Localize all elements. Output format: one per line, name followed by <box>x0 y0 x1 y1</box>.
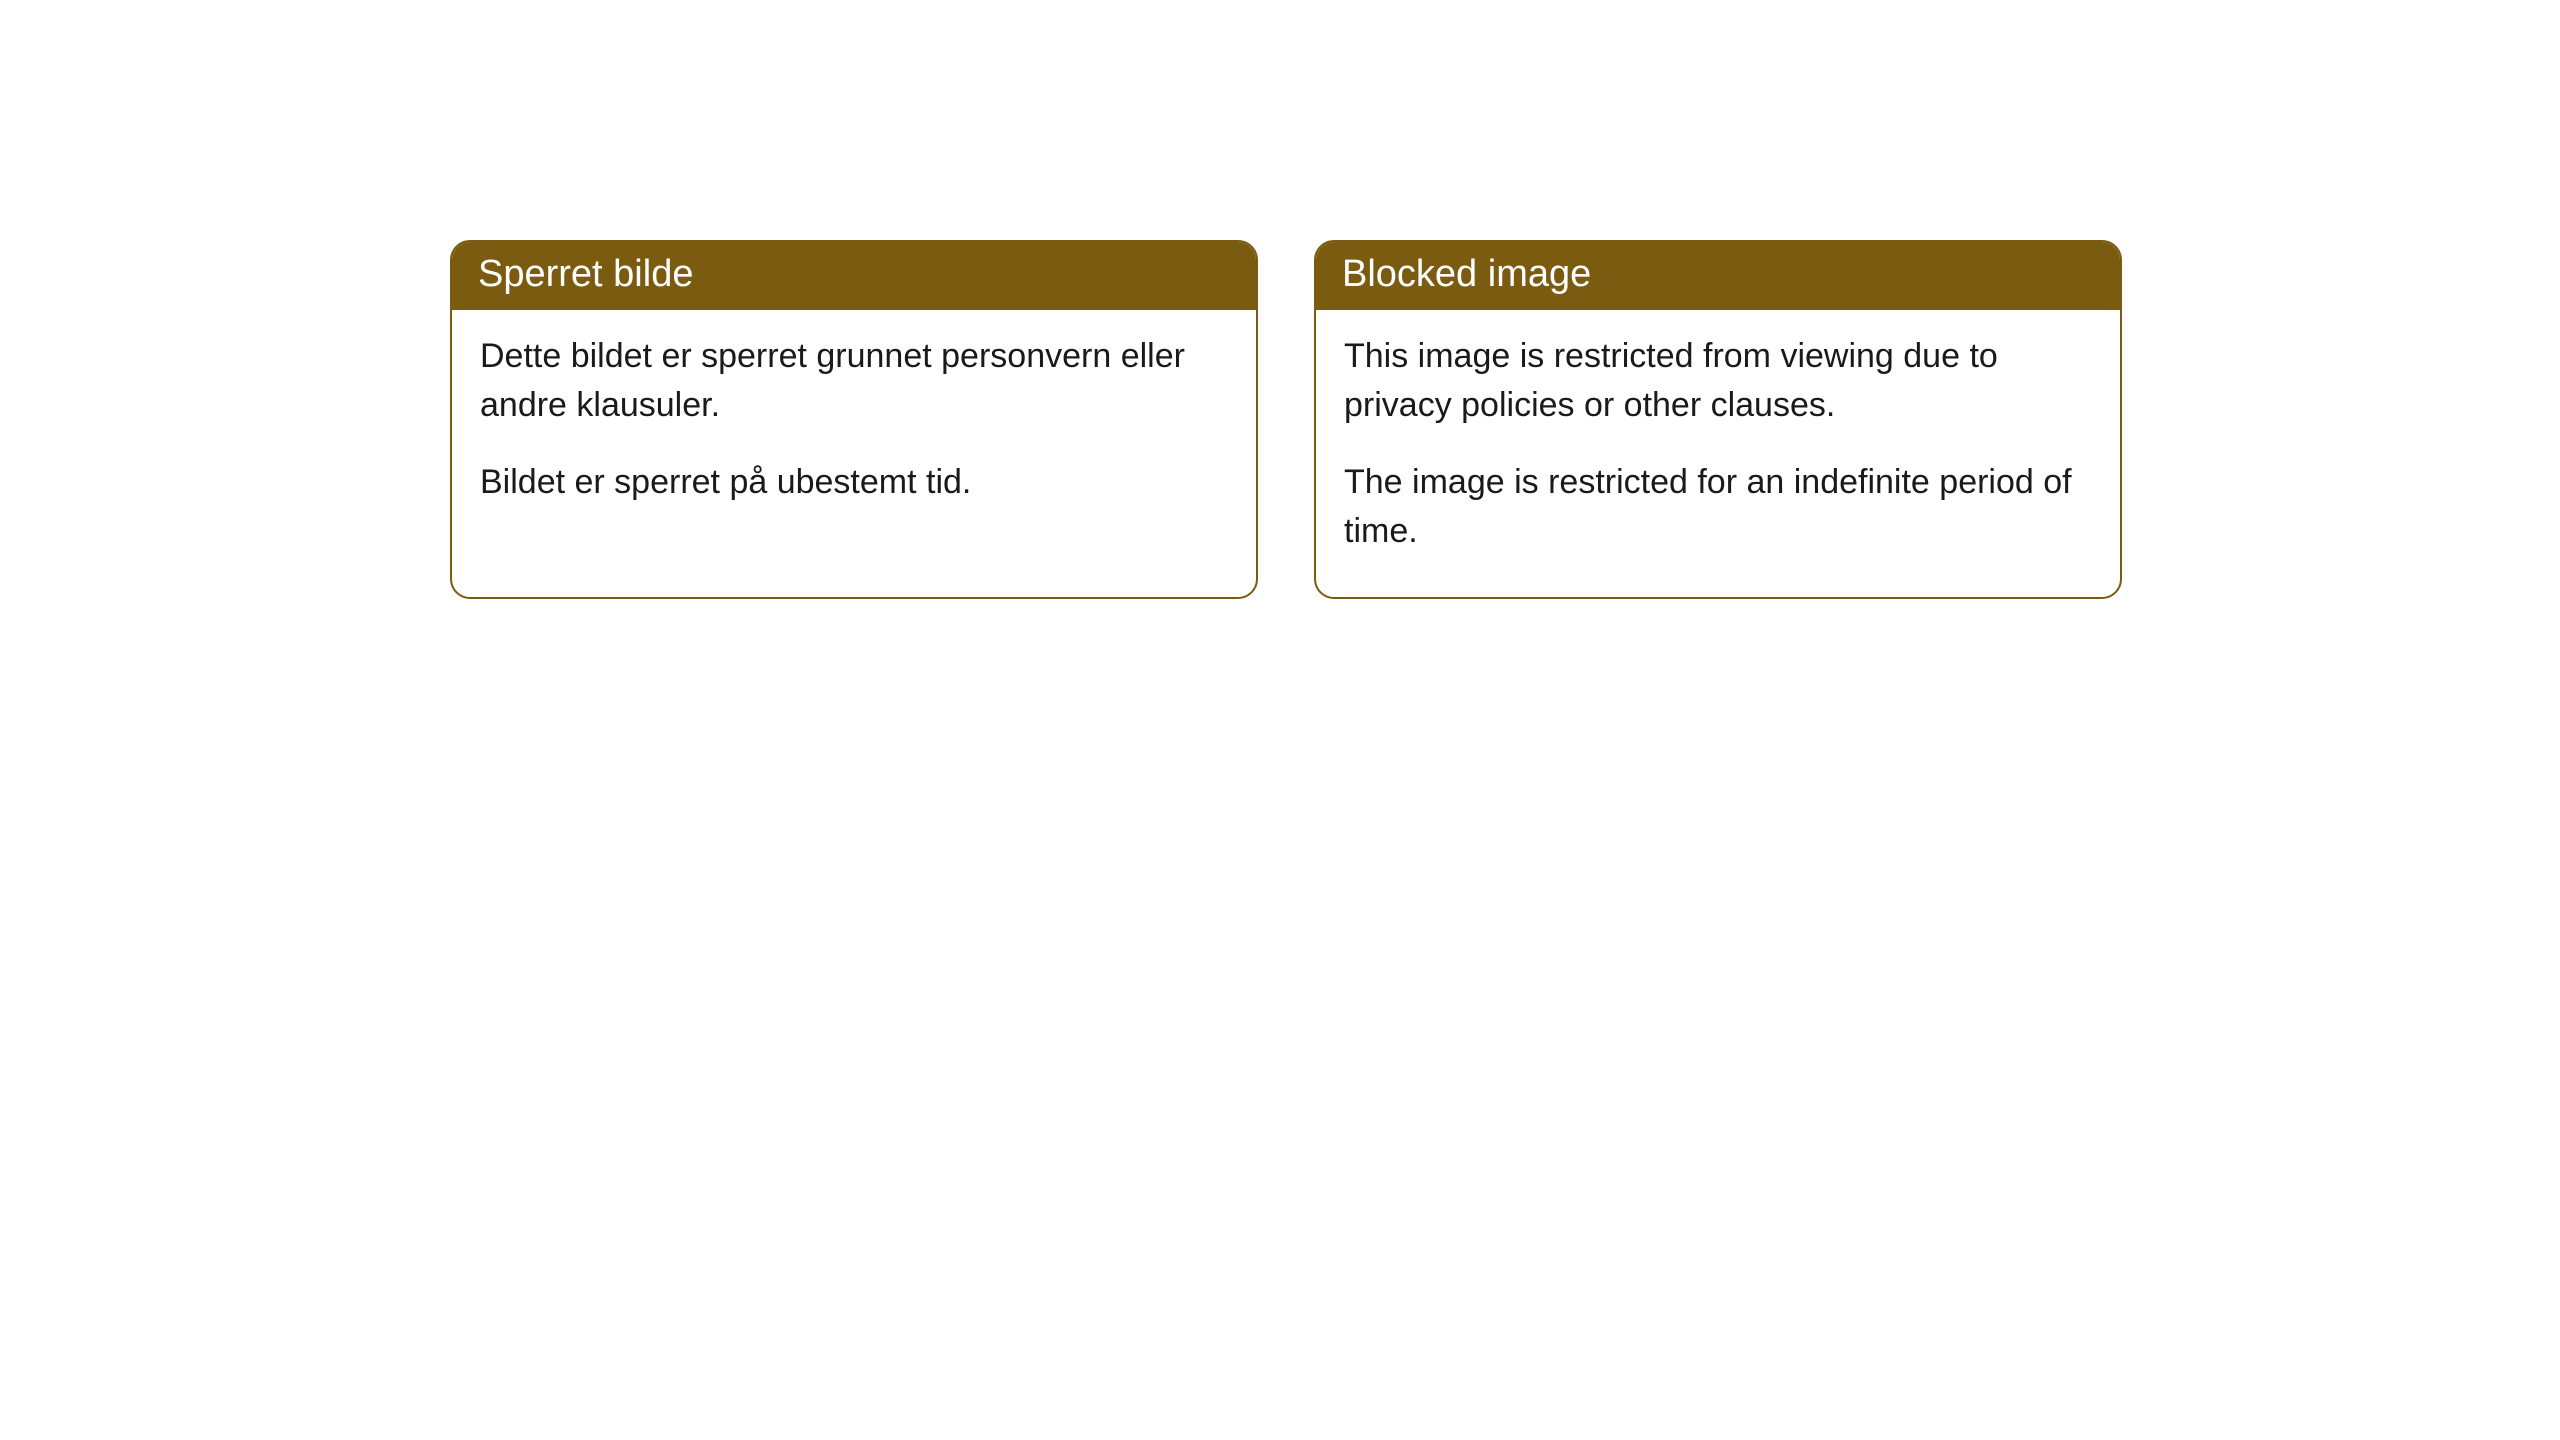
card-header-english: Blocked image <box>1316 242 2120 310</box>
notice-cards-container: Sperret bilde Dette bildet er sperret gr… <box>450 240 2122 599</box>
notice-text-1-english: This image is restricted from viewing du… <box>1344 332 2092 431</box>
card-body-english: This image is restricted from viewing du… <box>1316 310 2120 597</box>
blocked-image-card-norwegian: Sperret bilde Dette bildet er sperret gr… <box>450 240 1258 599</box>
card-body-norwegian: Dette bildet er sperret grunnet personve… <box>452 310 1256 548</box>
notice-text-2-english: The image is restricted for an indefinit… <box>1344 458 2092 557</box>
blocked-image-card-english: Blocked image This image is restricted f… <box>1314 240 2122 599</box>
card-header-norwegian: Sperret bilde <box>452 242 1256 310</box>
notice-text-2-norwegian: Bildet er sperret på ubestemt tid. <box>480 458 1228 507</box>
notice-text-1-norwegian: Dette bildet er sperret grunnet personve… <box>480 332 1228 431</box>
